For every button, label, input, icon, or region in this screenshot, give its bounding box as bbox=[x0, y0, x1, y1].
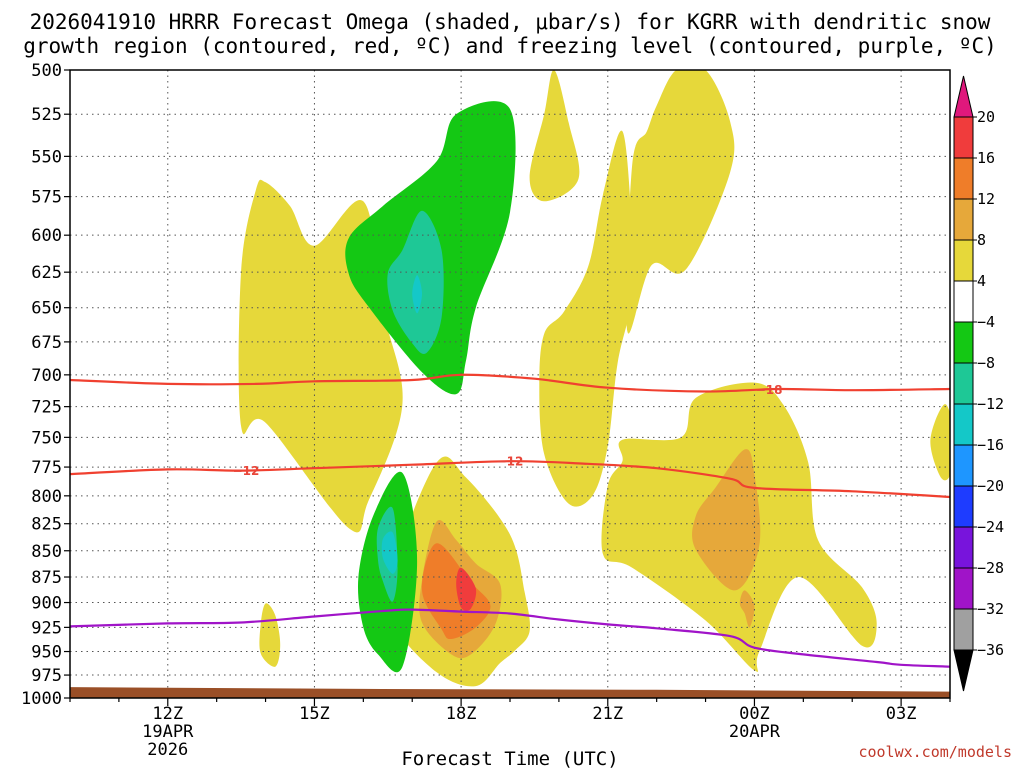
colorbar-arrow-top bbox=[953, 75, 974, 118]
y-tick-label-575: 575 bbox=[31, 188, 62, 208]
plot-area: −18 −12 −12 bbox=[70, 70, 950, 698]
credit-text: coolwx.com/models bbox=[858, 743, 1012, 761]
terrain-surface bbox=[70, 687, 950, 698]
colorbar-tick-label-12: −32 bbox=[977, 600, 1004, 618]
y-tick-label-725: 725 bbox=[31, 398, 62, 418]
colorbar-bin-1 bbox=[953, 157, 974, 200]
colorbar-tick-label-0: 20 bbox=[977, 108, 995, 126]
contour-line-1 bbox=[70, 460, 950, 499]
x-tick-label-21Z: 21Z bbox=[592, 704, 623, 724]
chart-title-line-1: 2026041910 HRRR Forecast Omega (shaded, … bbox=[30, 10, 991, 34]
colorbar-arrow-bottom bbox=[953, 649, 974, 692]
omega-region-8 bbox=[739, 590, 755, 628]
colorbar-bin-10 bbox=[953, 526, 974, 569]
colorbar-tick-label-10: −24 bbox=[977, 518, 1004, 536]
terrain-fill bbox=[70, 687, 950, 698]
y-tick-label-975: 975 bbox=[31, 666, 62, 686]
y-tick-label-950: 950 bbox=[31, 643, 62, 663]
colorbar-tick-label-11: −28 bbox=[977, 559, 1004, 577]
colorbar-tick-label-13: −36 bbox=[977, 641, 1004, 659]
y-tick-label-925: 925 bbox=[31, 618, 62, 638]
colorbar-bin-9 bbox=[953, 485, 974, 528]
colorbar-bin-6 bbox=[953, 362, 974, 405]
temperature-contours: −18 −12 −12 bbox=[70, 373, 950, 668]
colorbar-bin-12 bbox=[953, 608, 974, 651]
colorbar-bin-5 bbox=[953, 321, 974, 364]
colorbar-tick-label-6: −8 bbox=[977, 354, 995, 372]
x-tick-year-12Z: 2026 bbox=[147, 740, 188, 760]
omega-region-15 bbox=[381, 531, 398, 574]
y-tick-label-625: 625 bbox=[31, 263, 62, 283]
y-tick-label-875: 875 bbox=[31, 568, 62, 588]
colorbar-bin-2 bbox=[953, 198, 974, 241]
omega-shading bbox=[238, 70, 950, 687]
y-tick-label-650: 650 bbox=[31, 299, 62, 319]
omega-region-18 bbox=[412, 275, 422, 314]
colorbar-bin-0 bbox=[953, 116, 974, 159]
omega-region-4 bbox=[626, 70, 735, 334]
y-tick-label-800: 800 bbox=[31, 487, 62, 507]
y-tick-label-775: 775 bbox=[31, 458, 62, 478]
y-tick-label-675: 675 bbox=[31, 333, 62, 353]
colorbar-tick-label-5: −4 bbox=[977, 313, 995, 331]
omega-region-3 bbox=[539, 130, 634, 507]
x-axis-title: Forecast Time (UTC) bbox=[401, 748, 618, 768]
y-tick-label-825: 825 bbox=[31, 515, 62, 535]
x-tick-label-12Z: 12Z bbox=[152, 704, 183, 724]
y-tick-label-850: 850 bbox=[31, 542, 62, 562]
omega-region-11 bbox=[421, 543, 491, 640]
contour-label-1-1: −12 bbox=[497, 455, 524, 469]
omega-region-12 bbox=[456, 567, 477, 611]
pressure-axis: 500 525 550 575 600 625 650 675 700 725 750 775 800 8… bbox=[21, 61, 70, 709]
x-tick-label-00Z: 00Z bbox=[739, 704, 770, 724]
contour-label-0-0: −18 bbox=[756, 383, 783, 397]
omega-region-2 bbox=[529, 70, 580, 202]
grid-lines bbox=[70, 70, 950, 698]
colorbar-tick-label-9: −20 bbox=[977, 477, 1004, 495]
colorbar-tick-label-3: 8 bbox=[977, 231, 986, 249]
colorbar-tick-label-2: 12 bbox=[977, 190, 995, 208]
y-tick-label-600: 600 bbox=[31, 226, 62, 246]
y-tick-label-750: 750 bbox=[31, 428, 62, 448]
colorbar-bin-4 bbox=[953, 280, 974, 323]
y-tick-label-500: 500 bbox=[31, 61, 62, 81]
x-tick-label-18Z: 18Z bbox=[446, 704, 477, 724]
colorbar-tick-label-1: 16 bbox=[977, 149, 995, 167]
y-tick-label-525: 525 bbox=[31, 105, 62, 125]
colorbar-tick-label-4: 4 bbox=[977, 272, 986, 290]
omega-region-1 bbox=[259, 603, 281, 667]
chart-title-line-2: growth region (contoured, red, ºC) and f… bbox=[23, 34, 997, 58]
x-tick-date-12Z: 19APR bbox=[142, 722, 194, 742]
omega-region-6 bbox=[930, 404, 950, 481]
y-tick-label-550: 550 bbox=[31, 147, 62, 167]
colorbar: 20 16 12 8 4 −4 −8 −12 −16 −20 −24 −28 −32 −36 bbox=[953, 75, 1004, 692]
colorbar-bin-3 bbox=[953, 239, 974, 282]
y-tick-label-1000: 1000 bbox=[21, 689, 62, 709]
y-tick-label-900: 900 bbox=[31, 594, 62, 614]
contour-line-0 bbox=[70, 373, 950, 393]
x-tick-label-15Z: 15Z bbox=[299, 704, 330, 724]
contour-line-2 bbox=[70, 608, 950, 668]
colorbar-bin-8 bbox=[953, 444, 974, 487]
contour-label-1-0: −12 bbox=[233, 464, 260, 478]
x-tick-date-00Z: 20APR bbox=[729, 722, 781, 742]
x-tick-label-03Z: 03Z bbox=[886, 704, 917, 724]
colorbar-bin-11 bbox=[953, 567, 974, 610]
colorbar-tick-label-8: −16 bbox=[977, 436, 1004, 454]
colorbar-bin-7 bbox=[953, 403, 974, 446]
y-tick-label-700: 700 bbox=[31, 366, 62, 386]
colorbar-tick-label-7: −12 bbox=[977, 395, 1004, 413]
